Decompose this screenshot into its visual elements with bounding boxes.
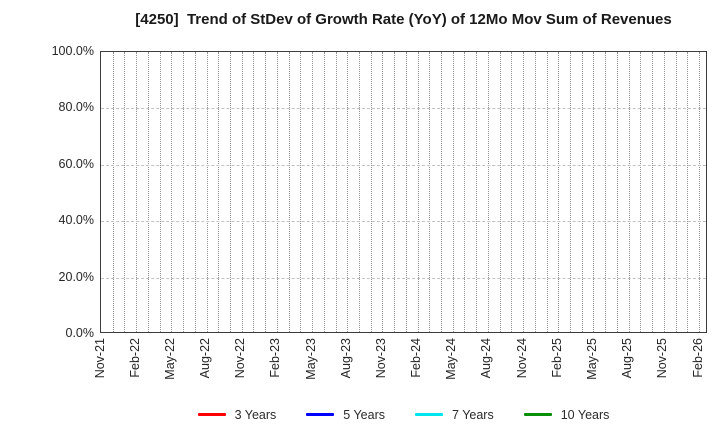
v-gridline <box>570 52 572 332</box>
v-gridline <box>464 52 466 332</box>
legend-line-swatch <box>306 413 335 416</box>
v-gridline <box>534 52 536 332</box>
v-gridline <box>417 52 419 332</box>
v-gridline <box>675 52 677 332</box>
y-tick-label: 100.0% <box>51 44 94 58</box>
v-gridline <box>112 52 114 332</box>
x-tick-label: May-25 <box>584 338 599 380</box>
v-gridline <box>593 52 595 332</box>
x-tick-label: Aug-25 <box>620 338 635 379</box>
legend-item: 10 Years <box>523 407 610 422</box>
legend-item: 3 Years <box>197 407 277 422</box>
h-gridline <box>101 277 706 279</box>
v-gridline <box>405 52 407 332</box>
v-gridline <box>523 52 525 332</box>
v-gridline <box>370 52 372 332</box>
v-gridline <box>640 52 642 332</box>
x-tick-label: Nov-21 <box>92 338 107 379</box>
v-gridline <box>241 52 243 332</box>
v-gridline <box>476 52 478 332</box>
x-tick-label: Feb-22 <box>127 338 142 378</box>
legend-line-swatch <box>415 413 444 416</box>
x-tick-label: Nov-25 <box>655 338 670 379</box>
v-gridline <box>300 52 302 332</box>
x-tick-label: Feb-23 <box>268 338 283 378</box>
v-gridline <box>136 52 138 332</box>
x-tick-label: Aug-23 <box>338 338 353 379</box>
x-tick-label: Aug-24 <box>479 338 494 379</box>
v-gridline <box>546 52 548 332</box>
v-gridline <box>452 52 454 332</box>
v-gridline <box>605 52 607 332</box>
legend-line-swatch <box>523 413 552 416</box>
v-gridline <box>581 52 583 332</box>
v-gridline <box>394 52 396 332</box>
y-tick-label: 20.0% <box>58 269 94 284</box>
v-gridline <box>229 52 231 332</box>
chart-legend: 3 Years 5 Years 7 Years 10 Years <box>100 406 707 423</box>
v-gridline <box>265 52 267 332</box>
v-gridline <box>347 52 349 332</box>
v-gridline <box>171 52 173 332</box>
v-gridline <box>429 52 431 332</box>
v-gridline <box>276 52 278 332</box>
v-gridline <box>194 52 196 332</box>
v-gridline <box>335 52 337 332</box>
legend-item-label: 3 Years <box>234 407 277 422</box>
h-gridline <box>101 108 706 110</box>
v-gridline <box>382 52 384 332</box>
x-tick-label: Feb-24 <box>409 338 424 378</box>
y-tick-label: 60.0% <box>58 156 94 171</box>
v-gridline <box>687 52 689 332</box>
v-gridline <box>358 52 360 332</box>
x-tick-label: Aug-22 <box>198 338 213 379</box>
v-gridline <box>312 52 314 332</box>
v-gridline <box>124 52 126 332</box>
v-gridline <box>628 52 630 332</box>
v-gridline <box>253 52 255 332</box>
v-gridline <box>288 52 290 332</box>
legend-item-label: 7 Years <box>452 407 494 422</box>
legend-item: 5 Years <box>306 408 385 422</box>
v-gridline <box>616 52 618 332</box>
v-gridline <box>652 52 654 332</box>
y-tick-label: 80.0% <box>58 100 94 115</box>
x-tick-label: Nov-22 <box>233 338 248 379</box>
x-tick-label: Nov-24 <box>514 338 529 379</box>
legend-line-swatch <box>197 413 226 416</box>
plot-area <box>100 51 707 333</box>
x-tick-label: May-24 <box>444 338 459 380</box>
x-tick-label: Feb-26 <box>690 338 705 378</box>
x-tick-label: Nov-23 <box>373 338 388 379</box>
legend-item-label: 10 Years <box>560 407 610 422</box>
v-gridline <box>159 52 161 332</box>
h-gridline <box>101 221 706 223</box>
v-gridline <box>487 52 489 332</box>
v-gridline <box>511 52 513 332</box>
h-gridline <box>101 164 706 166</box>
legend-item-label: 5 Years <box>343 407 386 422</box>
v-gridline <box>663 52 665 332</box>
y-tick-label: 0.0% <box>65 326 95 340</box>
v-gridline <box>699 52 700 332</box>
x-tick-label: May-23 <box>303 338 318 380</box>
v-gridline <box>441 52 443 332</box>
v-gridline <box>183 52 185 332</box>
v-gridline <box>558 52 560 332</box>
v-gridline <box>323 52 325 332</box>
chart-title: [4250] Trend of StDev of Growth Rate (Yo… <box>135 11 672 28</box>
legend-item: 7 Years <box>415 408 494 422</box>
x-tick-label: May-22 <box>162 338 177 380</box>
v-gridline <box>499 52 501 332</box>
x-tick-label: Feb-25 <box>549 338 564 378</box>
v-gridline <box>147 52 149 332</box>
y-tick-label: 40.0% <box>58 213 94 228</box>
v-gridline <box>218 52 220 332</box>
v-gridline <box>206 52 208 332</box>
